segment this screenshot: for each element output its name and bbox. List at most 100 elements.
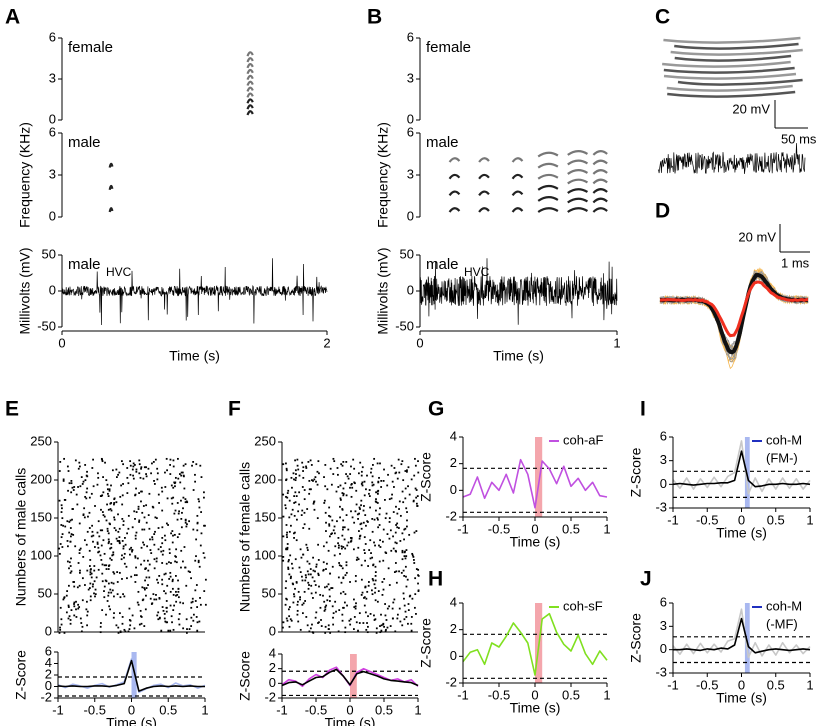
raster-tick <box>96 531 99 534</box>
raster-tick <box>61 546 64 548</box>
raster-tick <box>296 609 299 612</box>
raster-tick <box>333 532 336 535</box>
raster-tick <box>177 587 180 590</box>
raster-tick <box>301 579 304 582</box>
raster-tick <box>339 497 342 500</box>
y-tick-label: 3 <box>49 166 56 181</box>
raster-tick <box>128 607 131 610</box>
raster-tick <box>337 537 340 539</box>
raster-tick <box>324 632 327 634</box>
raster-tick <box>311 576 314 579</box>
raster-tick <box>371 578 374 580</box>
raster-tick <box>115 624 118 627</box>
highlight-window <box>131 652 137 698</box>
raster-tick <box>380 613 382 616</box>
raster-tick <box>366 474 368 477</box>
raster-tick <box>73 585 76 588</box>
raster-tick <box>90 576 93 579</box>
raster-tick <box>94 505 96 507</box>
raster-tick <box>358 530 360 532</box>
raster-tick <box>393 467 396 469</box>
raster-tick <box>100 559 103 561</box>
raster-tick <box>361 484 364 487</box>
raster-tick <box>67 584 70 587</box>
raster-tick <box>98 550 101 553</box>
raster-tick <box>101 580 104 583</box>
x-axis-label: Time (s) <box>106 715 157 726</box>
raster-tick <box>80 622 83 624</box>
raster-tick <box>91 524 94 527</box>
raster-tick <box>148 492 151 495</box>
y-tick-label: 3 <box>660 618 667 633</box>
raster-tick <box>353 628 355 630</box>
spectral-band <box>511 157 524 163</box>
raster-tick <box>297 600 299 603</box>
raster-tick <box>154 516 157 519</box>
raster-tick <box>390 464 393 467</box>
raster-tick <box>76 586 79 589</box>
raster-tick <box>414 593 417 596</box>
raster-tick <box>77 467 80 470</box>
raster-tick <box>203 524 205 527</box>
raster-tick <box>290 476 293 479</box>
voltage-trace <box>657 143 806 174</box>
raster-tick <box>119 630 122 633</box>
raster-tick <box>79 569 81 572</box>
spike-waveform <box>659 272 809 352</box>
spectral-band <box>592 150 608 156</box>
raster-tick <box>78 552 81 554</box>
series-line <box>462 612 608 676</box>
x-tick-label: 0 <box>58 335 65 350</box>
raster-tick <box>342 546 345 548</box>
spectral-band <box>662 60 791 68</box>
raster-tick <box>395 581 398 584</box>
raster-tick <box>180 518 183 520</box>
raster-tick <box>125 565 128 568</box>
raster-tick <box>345 564 348 567</box>
raster-tick <box>141 511 144 514</box>
raster-tick <box>341 464 344 467</box>
raster-tick <box>90 572 93 575</box>
raster-tick <box>109 547 112 550</box>
raster-tick <box>407 466 410 469</box>
raster-tick <box>398 500 401 503</box>
x-tick-label: -0.5 <box>84 702 106 717</box>
raster-tick <box>122 463 125 466</box>
raster-tick <box>355 489 358 492</box>
spectral-band <box>592 197 608 204</box>
spectral-band <box>567 178 589 185</box>
raster-tick <box>66 545 69 548</box>
raster-tick <box>286 619 289 622</box>
raster-tick <box>376 462 379 465</box>
raster-tick <box>166 497 169 500</box>
raster-tick <box>308 492 311 495</box>
raster-tick <box>392 511 395 513</box>
raster-tick <box>131 526 134 529</box>
raster-tick <box>192 619 195 622</box>
raster-tick <box>287 608 290 611</box>
panel-letter: I <box>640 398 646 421</box>
raster-tick <box>349 581 351 583</box>
raster-tick <box>314 616 317 619</box>
raster-tick <box>113 516 116 519</box>
raster-tick <box>316 483 319 486</box>
raster-tick <box>313 508 316 511</box>
raster-tick <box>81 483 84 485</box>
legend-note: (FM-) <box>766 450 798 465</box>
raster-tick <box>324 511 327 514</box>
raster-tick <box>131 549 134 551</box>
raster-tick <box>308 562 311 565</box>
raster-tick <box>286 531 288 534</box>
raster-tick <box>143 466 146 469</box>
y-axis-label: Numbers of female calls <box>237 462 253 612</box>
raster-tick <box>88 565 91 567</box>
raster-tick <box>122 593 124 596</box>
raster-tick <box>184 501 187 504</box>
raster-tick <box>124 543 127 546</box>
raster-tick <box>91 585 94 588</box>
raster-tick <box>81 577 84 580</box>
raster-tick <box>203 491 205 494</box>
raster-tick <box>102 514 105 516</box>
raster-tick <box>150 552 153 554</box>
spike-waveform <box>659 274 809 352</box>
